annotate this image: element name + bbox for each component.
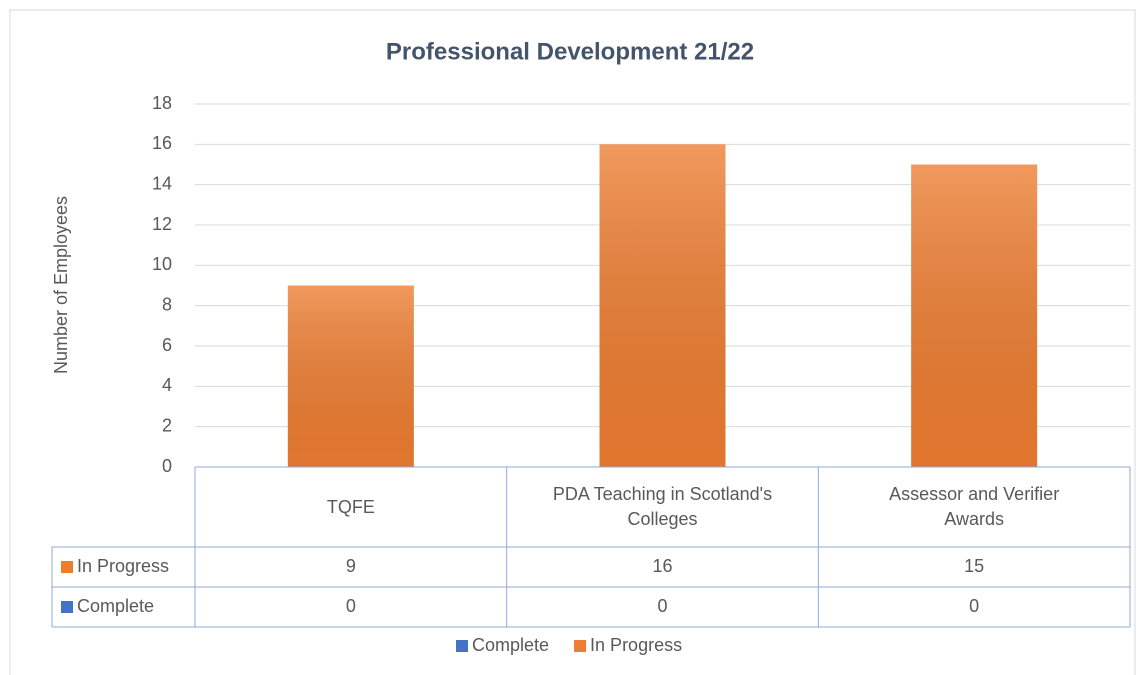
x-tick-label: Assessor and Verifier Awards — [889, 484, 1060, 529]
bar-shade — [287, 285, 414, 467]
y-axis-label: Number of Employees — [51, 196, 71, 374]
table-value: 0 — [969, 596, 979, 616]
table-legend-key — [61, 561, 73, 573]
y-tick-label: 12 — [152, 214, 172, 234]
y-tick-label: 6 — [162, 335, 172, 355]
table-row-label: Complete — [77, 596, 154, 616]
table-row-label: In Progress — [77, 556, 169, 576]
y-tick-label: 2 — [162, 415, 172, 435]
legend-label: In Progress — [590, 635, 682, 655]
table-value: 0 — [657, 596, 667, 616]
bar-shade — [599, 144, 726, 468]
legend-key — [456, 640, 468, 652]
y-tick-label: 0 — [162, 456, 172, 476]
y-tick-label: 4 — [162, 375, 172, 395]
legend-label: Complete — [472, 635, 549, 655]
y-tick-label: 16 — [152, 133, 172, 153]
x-tick-label: TQFE — [326, 496, 375, 517]
y-tick-label: 10 — [152, 254, 172, 274]
y-tick-label: 8 — [162, 294, 172, 314]
legend-key — [574, 640, 587, 652]
bar-shade — [911, 164, 1038, 467]
table-legend-key — [61, 601, 73, 613]
y-tick-label: 14 — [152, 173, 172, 193]
table-value: 16 — [652, 556, 672, 576]
x-tick-label: PDA Teaching in Scotland's Colleges — [552, 484, 773, 529]
chart-title: Professional Development 21/22 — [386, 38, 754, 65]
table-value: 9 — [346, 556, 356, 576]
y-tick-label: 18 — [152, 93, 172, 113]
table-value: 0 — [346, 596, 356, 616]
table-value: 15 — [964, 556, 984, 576]
